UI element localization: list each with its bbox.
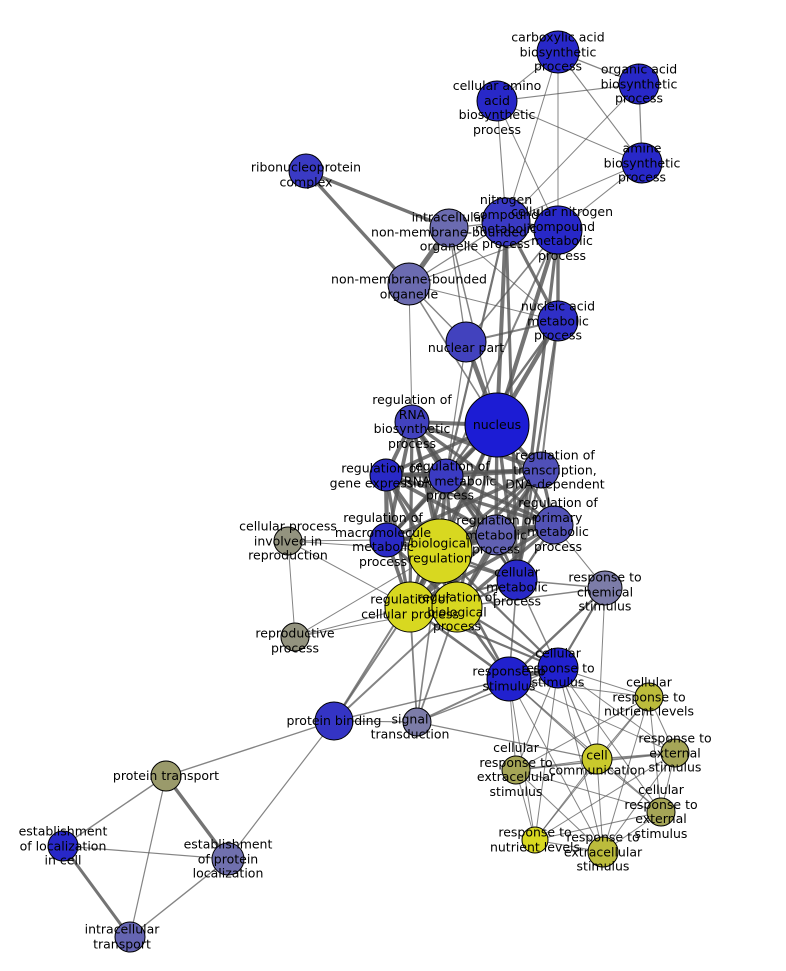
graph-node-non_membrane_bounded_organelle[interactable] [387,262,431,306]
graph-node-regulation_of_rna_metabolic_process[interactable] [428,458,464,494]
graph-node-response_to_stimulus[interactable] [486,656,532,702]
graph-node-amine_biosynthetic_process[interactable] [621,142,663,184]
graph-node-regulation_of_primary_metabolic_process[interactable] [534,505,574,545]
graph-edge [540,320,559,471]
graph-node-reproductive_process[interactable] [280,622,310,652]
graph-node-nucleus[interactable] [464,392,530,458]
graph-node-regulation_of_rna_biosynthetic_process[interactable] [394,404,430,440]
graph-node-nitrogen_compound_metabolic_process[interactable] [481,197,531,247]
graph-edge [534,667,559,841]
graph-edge [534,811,662,841]
edge-layer [61,51,676,939]
graph-edge [505,162,643,223]
graph-node-organic_acid_biosynthetic_process[interactable] [618,63,660,105]
graph-edge [384,468,543,477]
graph-edge [62,845,229,860]
graph-node-nucleic_acid_metabolic_process[interactable] [537,300,579,342]
graph-node-intracellular_transport[interactable] [114,921,146,953]
graph-edge [287,540,296,638]
graph-node-protein_transport[interactable] [150,760,182,792]
graph-edge [534,752,676,841]
graph-edge [508,678,662,813]
graph-edge [505,83,640,223]
graph-edge [408,283,559,322]
graph-edge [304,169,411,286]
graph-edge [445,341,467,477]
graph-edge [602,752,676,853]
graph-node-regulation_of_transcription_dna_dependent[interactable] [522,451,560,489]
graph-edge [515,319,560,582]
graph-edge [416,721,598,760]
graph-edge [61,844,132,939]
graph-edge [596,758,604,853]
graph-node-cellular_response_to_stimulus[interactable] [537,647,579,689]
graph-edge [333,678,510,722]
graph-edge [62,775,167,847]
graph-node-establishment_of_localization_in_cell[interactable] [47,830,79,862]
graph-edge [495,220,508,427]
graph-node-establishment_of_protein_localization[interactable] [211,842,245,876]
graph-edge [496,100,643,164]
graph-node-nuclear_part[interactable] [445,321,487,363]
graph-edge [164,774,230,861]
graph-node-protein_binding[interactable] [314,701,354,741]
graph-edge [448,227,559,322]
graph-node-ribonucleoprotein_complex[interactable] [288,153,324,189]
graph-node-cellular_metabolic_process[interactable] [496,559,538,601]
graph-node-regulation_of_macromolecule_metabolic_process[interactable] [369,522,405,558]
graph-edge [515,696,650,771]
graph-node-carboxylic_acid_biosynthetic_process[interactable] [536,30,580,74]
graph-edge [515,228,560,582]
graph-edge [384,473,498,537]
graph-node-regulation_of_metabolic_process[interactable] [475,514,517,556]
graph-node-cellular_amino_acid_biosynthetic_process[interactable] [476,80,518,122]
graph-edge [515,769,662,813]
graph-edge [505,51,559,223]
graph-node-cellular_nitrogen_compound_metabolic_process[interactable] [533,205,583,255]
graph-edge [508,678,650,698]
graph-edge [557,667,662,813]
graph-edge [596,587,606,760]
graph-node-biological_regulation[interactable] [407,518,473,584]
graph-edge [129,858,229,938]
graph-edge [445,229,559,477]
graph-edge [165,720,335,777]
graph-node-cell_communication[interactable] [581,743,613,775]
graph-node-response_to_nutrient_levels[interactable] [521,826,549,854]
node-layer [47,30,690,953]
graph-edge [557,51,643,164]
graph-node-intracellular_non_membrane_bounded_organelle[interactable] [429,208,469,248]
graph-node-signal_transduction[interactable] [402,707,432,737]
graph-node-cellular_response_to_external_stimulus[interactable] [646,797,676,827]
graph-node-cellular_response_to_nutrient_levels[interactable] [634,682,664,712]
graph-node-regulation_of_cellular_process[interactable] [384,581,436,633]
graph-edge [557,667,604,853]
graph-edge [333,550,441,722]
graph-edge [557,667,676,754]
graph-edge [408,283,413,423]
graph-node-regulation_of_biological_process[interactable] [431,581,483,633]
graph-node-cellular_process_involved_in_reproduction[interactable] [273,526,303,556]
graph-edge [333,606,458,722]
graph-edge [602,696,650,853]
graph-node-response_to_external_stimulus[interactable] [660,738,690,768]
graph-edge [444,474,556,527]
graph-edge [496,83,640,102]
graph-node-response_to_extracellular_stimulus[interactable] [587,836,619,868]
graph-node-response_to_chemical_stimulus[interactable] [587,570,623,606]
graph-node-regulation_of_gene_expression[interactable] [369,458,403,492]
graph-edge [227,720,335,860]
graph-edge [515,769,604,853]
graph-edge [384,473,556,527]
graph-edge [534,758,598,841]
graph-edge [129,775,167,938]
graph-edge [304,169,451,230]
graph-edge [385,468,543,542]
graph-node-cellular_response_to_extracellular_stimulus[interactable] [501,755,531,785]
graph-edge [416,667,559,723]
